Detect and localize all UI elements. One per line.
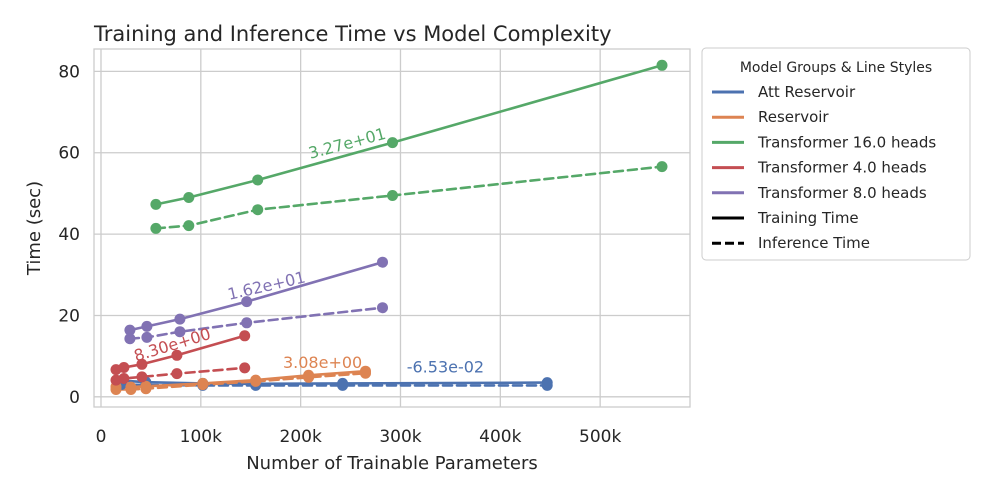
slope-label-3-08e-00: 3.08e+00: [283, 353, 362, 372]
y-tick-label-20: 20: [58, 306, 80, 326]
data-point-reservoir-inference-time-3: [197, 379, 209, 391]
y-tick-label-0: 0: [69, 388, 80, 408]
axis-ticks: 0 100k 200k 300k 400k 500k 0 20 40 60 80: [58, 62, 621, 447]
legend-box: [701, 47, 971, 261]
data-point-transformer-8-0-heads-inference-time-1: [141, 331, 153, 343]
points-layer: [110, 59, 668, 395]
data-point-transformer-4-0-heads-inference-time-3: [171, 368, 183, 380]
slope-label-3-27e-01: 3.27e+01: [306, 124, 387, 163]
data-point-transformer-4-0-heads-training-time-4: [239, 330, 251, 342]
data-point-reservoir-inference-time-0: [110, 384, 122, 395]
data-point-transformer-16-0-heads-training-time-0: [150, 198, 162, 210]
data-point-transformer-16-0-heads-inference-time-0: [150, 222, 162, 234]
legend-label-inference-time: Inference Time: [758, 234, 870, 252]
chart-title: Training and Inference Time vs Model Com…: [93, 22, 612, 46]
data-point-reservoir-inference-time-1: [125, 384, 137, 395]
data-point-transformer-16-0-heads-inference-time-1: [183, 220, 195, 232]
data-point-transformer-4-0-heads-inference-time-4: [239, 362, 251, 374]
x-tick-label-100k: 100k: [180, 427, 222, 447]
data-point-transformer-4-0-heads-training-time-3: [171, 349, 183, 361]
x-tick-label-500k: 500k: [579, 427, 621, 447]
slope-label-6-53e-02: -6.53e-02: [407, 357, 484, 376]
data-point-att-reservoir-inference-time-4: [337, 379, 349, 391]
series-line-transformer-8-0-heads-inference-time: [128, 306, 384, 341]
data-point-reservoir-inference-time-5: [303, 371, 315, 383]
x-axis-label: Number of Trainable Parameters: [246, 453, 538, 474]
data-point-transformer-4-0-heads-inference-time-2: [136, 371, 148, 383]
legend-label-transformer-4-0-heads: Transformer 4.0 heads: [757, 159, 927, 177]
data-point-att-reservoir-inference-time-5: [541, 379, 553, 391]
data-point-transformer-16-0-heads-training-time-4: [656, 59, 668, 71]
data-point-transformer-8-0-heads-training-time-2: [174, 313, 186, 325]
data-point-transformer-4-0-heads-inference-time-1: [118, 373, 130, 384]
legend-label-transformer-16-0-heads: Transformer 16.0 heads: [757, 133, 936, 151]
slope-annotations: 3.27e+011.62e+018.30e+00 3.08e+00 -6.53e-0…: [132, 124, 485, 376]
series-line-transformer-16-0-heads-training-time: [154, 64, 664, 206]
data-point-transformer-8-0-heads-inference-time-3: [241, 317, 253, 329]
data-point-transformer-16-0-heads-training-time-1: [183, 192, 195, 203]
grid-lines: [94, 49, 690, 407]
x-tick-label-400k: 400k: [479, 427, 521, 447]
data-point-transformer-8-0-heads-training-time-0: [124, 324, 136, 336]
data-point-transformer-16-0-heads-inference-time-4: [656, 161, 668, 173]
x-tick-label-200k: 200k: [280, 427, 322, 447]
slope-label-1-62e-01: 1.62e+01: [226, 268, 307, 304]
legend-label-training-time: Training Time: [757, 209, 859, 227]
series-line-transformer-16-0-heads-inference-time: [154, 165, 664, 230]
data-point-transformer-16-0-heads-training-time-2: [252, 174, 264, 186]
x-tick-label-300k: 300k: [379, 427, 421, 447]
legend-entries: Att Reservoir Reservoir Transformer 16.0 h…: [712, 83, 936, 252]
y-tick-label-60: 60: [58, 144, 80, 164]
y-tick-label-80: 80: [58, 62, 80, 82]
data-point-transformer-8-0-heads-training-time-1: [141, 320, 153, 332]
legend-title: Model Groups & Line Styles: [740, 60, 932, 76]
legend: Model Groups & Line Styles Att Reservoir…: [701, 47, 971, 261]
data-point-transformer-8-0-heads-inference-time-0: [124, 333, 136, 345]
data-point-transformer-16-0-heads-inference-time-2: [252, 204, 264, 216]
legend-label-att-reservoir: Att Reservoir: [758, 83, 856, 101]
data-point-transformer-16-0-heads-inference-time-3: [387, 190, 398, 201]
data-point-reservoir-inference-time-2: [140, 383, 152, 395]
data-point-transformer-4-0-heads-training-time-2: [136, 358, 148, 370]
data-point-transformer-8-0-heads-inference-time-4: [377, 302, 388, 314]
legend-label-transformer-8-0-heads: Transformer 8.0 heads: [757, 184, 927, 202]
data-point-transformer-8-0-heads-inference-time-2: [174, 326, 186, 338]
data-point-reservoir-inference-time-4: [250, 375, 262, 387]
data-point-transformer-8-0-heads-training-time-4: [377, 256, 388, 268]
data-point-transformer-4-0-heads-training-time-1: [118, 362, 130, 373]
data-point-transformer-8-0-heads-training-time-3: [241, 296, 253, 308]
legend-label-reservoir: Reservoir: [758, 108, 829, 126]
y-tick-label-40: 40: [58, 225, 80, 245]
plot-area-frame: [93, 48, 691, 408]
data-point-transformer-16-0-heads-training-time-3: [387, 137, 398, 149]
x-tick-label-0: 0: [96, 427, 107, 447]
y-axis-label: Time (sec): [24, 181, 45, 276]
data-point-reservoir-inference-time-6: [360, 367, 371, 379]
